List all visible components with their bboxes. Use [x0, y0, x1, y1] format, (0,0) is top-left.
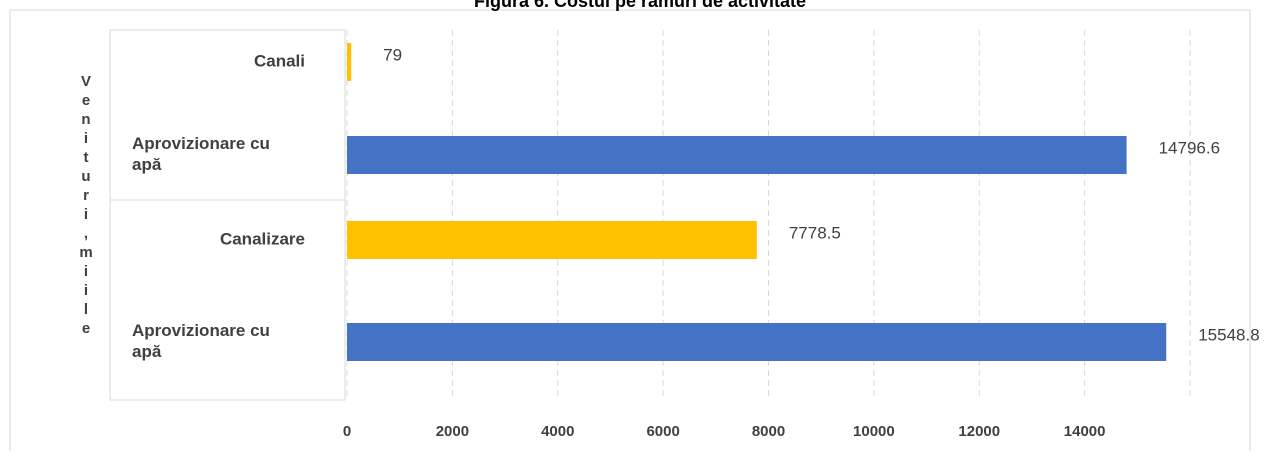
data-label: 14796.6: [1159, 138, 1220, 157]
y-tick-label: Aprovizionare cu apă: [132, 321, 270, 361]
y-axis-label-char: e: [82, 92, 90, 109]
x-tick-label: 6000: [646, 423, 679, 440]
label-line: apă: [132, 342, 162, 361]
y-axis-label-char: i: [84, 263, 88, 280]
x-tick-label: 10000: [853, 423, 895, 440]
x-tick-label: 2000: [436, 423, 469, 440]
y-axis-label-char: n: [81, 111, 90, 128]
x-tick-label: 0: [343, 423, 351, 440]
bar: [347, 221, 757, 259]
y-axis-label-char: e: [82, 320, 90, 337]
y-axis-label-char: i: [84, 206, 88, 223]
x-tick-label: 12000: [958, 423, 1000, 440]
y-axis-label-char: i: [84, 282, 88, 299]
label-line: Aprovizionare cu: [132, 134, 270, 153]
y-tick-label: Aprovizionare cu apă: [132, 134, 270, 174]
y-axis-label-char: m: [79, 244, 92, 261]
y-axis-label-char: t: [84, 149, 89, 166]
group-box: [109, 199, 346, 401]
label-line: Aprovizionare cu: [132, 321, 270, 340]
bar: [347, 323, 1167, 361]
y-axis-label-char: u: [81, 168, 90, 185]
chart-title: Figura 6. Costul pe ramuri de activitate: [474, 0, 806, 11]
y-tick-label: Canalizare: [220, 229, 305, 248]
bar: [347, 136, 1127, 174]
data-label: 79: [383, 45, 402, 64]
y-axis-label-char: r: [83, 187, 89, 204]
y-tick-label: Canali: [254, 51, 305, 70]
data-label: 15548.8: [1198, 325, 1259, 344]
y-axis-label-char: i: [84, 130, 88, 147]
bar: [347, 43, 352, 81]
y-axis-label-char: ,: [84, 225, 88, 242]
x-tick-label: 4000: [541, 423, 574, 440]
label-line: apă: [132, 155, 162, 174]
y-axis-label-char: l: [84, 301, 88, 318]
x-tick-label: 14000: [1064, 423, 1106, 440]
data-label: 7778.5: [789, 223, 841, 242]
x-tick-label: 8000: [752, 423, 785, 440]
y-axis-label-char: V: [81, 73, 91, 90]
